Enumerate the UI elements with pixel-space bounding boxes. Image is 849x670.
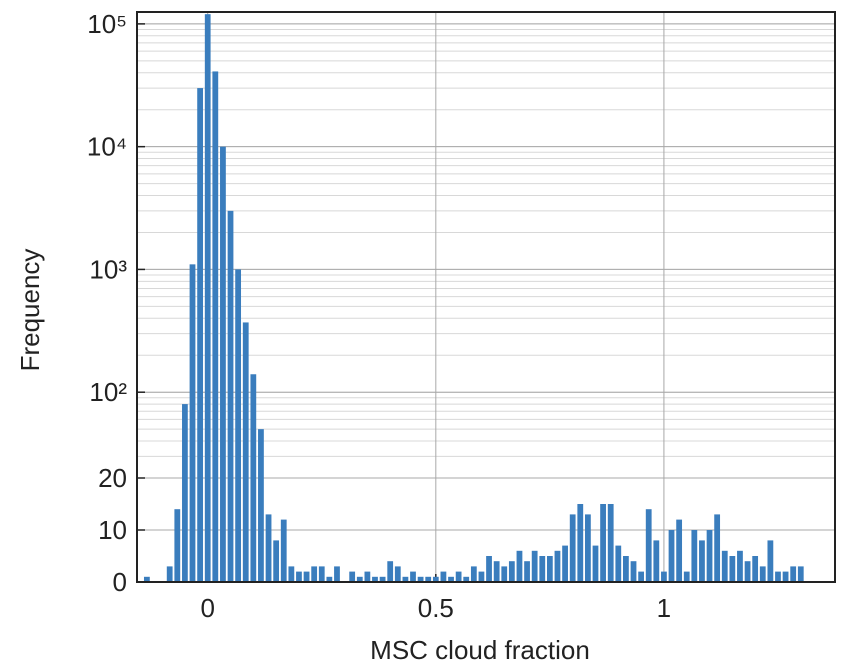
y-tick-label: 0 [113,567,127,597]
y-axis-label: Frequency [15,249,45,372]
bar [752,556,759,582]
bar [417,576,424,582]
bar [303,571,310,582]
bar [699,540,705,582]
x-axis-label: MSC cloud fraction [370,635,590,665]
bar [478,571,485,582]
bar [737,550,743,582]
bar [638,571,644,582]
bar [721,550,728,582]
bar [470,566,477,582]
y-tick-label: 10⁵ [87,9,127,39]
bar [516,550,523,582]
bar [432,576,439,582]
bar [189,264,196,582]
bar [296,571,302,582]
bar [645,509,652,582]
bar [402,576,409,582]
bar [486,556,492,582]
bar [524,561,530,582]
bar [729,556,736,582]
bar [501,566,508,582]
bar [691,530,698,582]
plot-frame [136,11,836,583]
bar [493,561,500,582]
bar [273,540,280,582]
bar [584,514,591,582]
bar [220,146,226,582]
bar [356,576,363,582]
bar [174,509,181,582]
bar [318,566,325,582]
bar [676,519,683,582]
bar [577,504,584,582]
bar [280,519,287,582]
x-tick-label: 1 [657,593,671,623]
bar [364,571,371,582]
bar [630,561,637,582]
bar [204,14,211,583]
bar [759,566,766,582]
x-tick-label: 0 [200,593,214,623]
bar [166,566,173,582]
bar [706,530,713,582]
bar [455,571,462,582]
bar [531,550,538,582]
bar [569,514,576,582]
bar [592,545,599,582]
bar [539,556,546,582]
bar [683,571,690,582]
bar [425,576,432,582]
bar [653,540,660,582]
bar [410,571,416,582]
bar [440,571,447,582]
bar [326,576,333,582]
bar [379,576,386,582]
bar [311,566,318,582]
bar [623,556,629,582]
bar [607,504,614,582]
bar [668,530,675,582]
bar [463,576,470,582]
bar [767,540,774,582]
bar [197,88,204,583]
bar [265,514,272,582]
bar [372,576,378,582]
bar [242,322,249,582]
bar [797,566,804,582]
bar [387,561,394,582]
bar [600,504,606,582]
y-tick-label: 20 [98,463,127,493]
bar [554,550,561,582]
bar [334,566,340,582]
bar [258,429,264,582]
bar [508,561,515,582]
bar [448,576,454,582]
y-tick-label: 10³ [89,254,127,284]
y-tick-label: 10² [89,377,127,407]
bar [227,210,234,582]
x-tick-label: 0.5 [418,593,454,623]
bar [288,566,295,582]
bar [143,576,150,582]
bar [782,571,789,582]
bar [212,71,219,582]
bar [562,545,568,582]
bar [615,545,622,582]
bar [714,514,721,582]
y-tick-label: 10 [98,515,127,545]
bar [394,566,401,582]
bar [546,556,553,582]
bar [661,571,667,582]
bar [250,374,257,582]
bar [349,571,356,582]
y-tick-label: 10⁴ [87,132,127,162]
bar [790,566,797,582]
bar [775,571,781,582]
bar [744,561,751,582]
bar [182,404,188,582]
bar [235,269,242,582]
